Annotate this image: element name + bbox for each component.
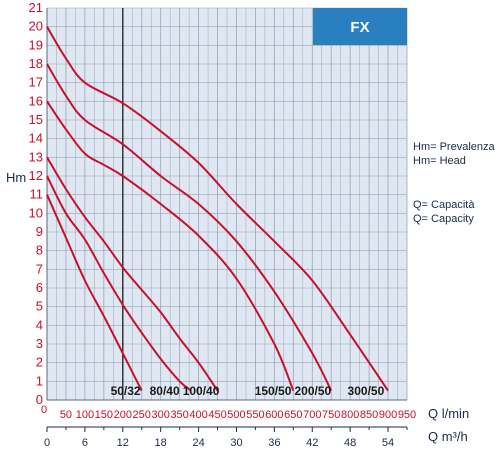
- curve-200-50: [46, 63, 333, 392]
- badge-text: FX: [350, 19, 369, 36]
- y-tick-label: 15: [29, 112, 43, 127]
- x-tick-label: 800: [341, 409, 359, 421]
- x2-tick-label: 54: [382, 437, 394, 449]
- x-tick-label: 950: [398, 409, 416, 421]
- x-tick-label: 350: [170, 409, 188, 421]
- y-tick-label: 6: [36, 280, 43, 295]
- x-tick-label: 150: [95, 409, 113, 421]
- x2-ticks-group: 0 6 12 18 24 30 36 42 48 54: [44, 426, 408, 449]
- y-axis-label: Hm: [6, 170, 26, 185]
- curve-label: 200/50: [295, 384, 332, 398]
- x-tick-label: 700: [303, 409, 321, 421]
- y-tick-label: 14: [29, 131, 43, 146]
- x-tick-label: 250: [133, 409, 151, 421]
- y-tick-label: 20: [29, 19, 43, 34]
- y-tick-label: 7: [36, 261, 43, 276]
- badge-box: [313, 8, 407, 45]
- curve-label: 80/40: [150, 384, 180, 398]
- x-tick-label: 600: [265, 409, 283, 421]
- x2-tick-label: 48: [344, 437, 356, 449]
- legend-entry: Hm= Head: [413, 155, 466, 167]
- x-tick-label: 200: [114, 409, 132, 421]
- y-tick-label: 12: [29, 168, 43, 183]
- curve-labels-group: 50/32 80/40 100/40 150/50 200/50 300/50: [111, 384, 385, 398]
- legend-entry: Hm= Prevalenza: [413, 141, 496, 153]
- x2-tick-label: 6: [82, 437, 88, 449]
- y-tick-label: 13: [29, 149, 43, 164]
- y-tick-label: 11: [30, 187, 44, 202]
- legend: Hm= Prevalenza Hm= Head Q= Capacità Q= C…: [413, 141, 496, 225]
- legend-entry: Q= Capacità: [413, 199, 475, 211]
- x-tick-label: 0: [41, 404, 47, 416]
- y-tick-label: 0: [36, 392, 43, 407]
- x2-tick-label: 30: [230, 437, 242, 449]
- x-tick-label: 300: [152, 409, 170, 421]
- y-tick-label: 5: [36, 299, 43, 314]
- y-tick-label: 9: [36, 224, 43, 239]
- x2-tick-label: 0: [44, 437, 50, 449]
- x2-axis-label: Q m³/h: [428, 429, 468, 444]
- y-tick-label: 17: [29, 75, 43, 90]
- x-tick-label: 450: [208, 409, 226, 421]
- y-tick-label: 21: [29, 0, 43, 15]
- y-tick-label: 18: [29, 56, 43, 71]
- y-tick-label: 4: [36, 317, 43, 332]
- x-tick-label: 750: [322, 409, 340, 421]
- series-group: [46, 26, 389, 392]
- x-tick-label: 500: [227, 409, 245, 421]
- curve-80-40: [46, 175, 192, 392]
- x-ticks-group: 0 50 100 150 200 250 300 350 400 450 500 550 600 650 7…: [41, 404, 416, 421]
- x2-tick-label: 18: [155, 437, 167, 449]
- curve-label: 300/50: [348, 384, 385, 398]
- x-tick-label: 50: [60, 409, 72, 421]
- y-tick-label: 8: [36, 243, 43, 258]
- x2-tick-label: 12: [117, 437, 129, 449]
- curve-label: 50/32: [111, 384, 141, 398]
- curve-50-32: [46, 194, 143, 392]
- y-tick-label: 2: [36, 355, 43, 370]
- curve-label: 150/50: [255, 384, 292, 398]
- x-tick-label: 900: [379, 409, 397, 421]
- y-tick-label: 19: [29, 37, 43, 52]
- x2-tick-label: 24: [192, 437, 204, 449]
- x-tick-label: 100: [76, 409, 94, 421]
- badge: FX: [313, 8, 407, 45]
- y-tick-label: 3: [36, 336, 43, 351]
- y-tick-label: 16: [29, 93, 43, 108]
- curve-150-50: [46, 100, 295, 392]
- curve-100-40: [46, 156, 219, 392]
- x-axis-label: Q l/min: [428, 406, 469, 421]
- x-tick-label: 650: [284, 409, 302, 421]
- x2-tick-label: 36: [268, 437, 280, 449]
- x-tick-label: 550: [246, 409, 264, 421]
- y-tick-label: 10: [29, 205, 43, 220]
- legend-entry: Q= Capacity: [413, 213, 474, 225]
- curve-label: 100/40: [183, 384, 220, 398]
- curve-300-50: [46, 26, 389, 392]
- x-tick-label: 400: [189, 409, 207, 421]
- x-tick-label: 850: [360, 409, 378, 421]
- x2-tick-label: 42: [306, 437, 318, 449]
- y-tick-label: 1: [36, 373, 43, 388]
